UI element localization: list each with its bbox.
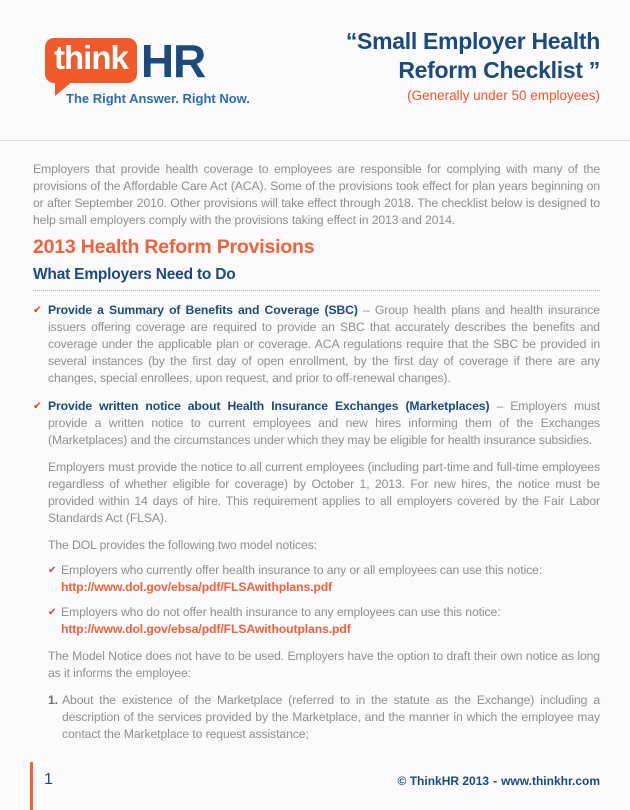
document-header: think HR The Right Answer. Right Now. “S… (0, 0, 630, 141)
footer-separator: - (493, 774, 498, 788)
bullet-text: Provide a Summary of Benefits and Covera… (48, 302, 600, 387)
speech-bubble-icon: think (45, 38, 137, 96)
document-body: Employers that provide health coverage t… (0, 161, 630, 743)
sub-bullet-text: Employers who do not offer health insura… (61, 604, 600, 638)
title-line-1: “Small Employer Health (345, 28, 600, 54)
footer-accent-bar (30, 762, 33, 810)
section-subheading: What Employers Need to Do (33, 266, 236, 283)
logo-tagline: The Right Answer. Right Now. (66, 91, 250, 106)
bullet-body: – Group health plans and health insuranc… (48, 303, 600, 385)
indented-block: Employers must provide the notice to all… (48, 459, 600, 743)
section-heading: 2013 Health Reform Provisions (33, 236, 315, 258)
bullet-lead: Provide a Summary of Benefits and Covera… (48, 303, 358, 317)
check-icon: ✔ (33, 304, 42, 316)
sub-bullet-with-plans: ✔ Employers who currently offer health i… (48, 562, 600, 596)
numbered-item-1: 1. About the existence of the Marketplac… (48, 692, 600, 743)
copyright-text: © ThinkHR 2013 (397, 774, 490, 788)
dotted-divider (33, 290, 600, 291)
sub-bullet-without-plans: ✔ Employers who do not offer health insu… (48, 604, 600, 638)
bullet-item-exchanges: ✔ Provide written notice about Health In… (33, 398, 600, 449)
dol-intro-paragraph: The DOL provides the following two model… (48, 538, 318, 552)
bullet-body: – Employers must provide a written notic… (48, 399, 600, 447)
bullet-lead: Provide written notice about Health Insu… (48, 399, 490, 413)
website-link[interactable]: www.thinkhr.com (501, 774, 600, 788)
check-icon: ✔ (48, 565, 57, 576)
title-line-2: Reform Checklist ” (398, 57, 600, 83)
document-title: “Small Employer Health Reform Checklist … (346, 27, 600, 103)
logo-hr-text: HR (140, 34, 206, 87)
bullet-item-sbc: ✔ Provide a Summary of Benefits and Cove… (33, 302, 600, 387)
check-icon: ✔ (48, 607, 57, 618)
flsa-without-plans-link[interactable]: http://www.dol.gov/ebsa/pdf/FLSAwithoutp… (61, 622, 351, 636)
sub-bullet-body: Employers who do not offer health insura… (61, 605, 501, 619)
logo-think-text: think (54, 39, 129, 76)
check-icon: ✔ (33, 400, 42, 412)
sub-bullet-body: Employers who currently offer health ins… (61, 563, 543, 577)
thinkhr-logo: think HR The Right Answer. Right Now. (45, 38, 250, 106)
sub-bullet-text: Employers who currently offer health ins… (61, 562, 600, 596)
intro-paragraph: Employers that provide health coverage t… (33, 162, 600, 227)
model-notice-paragraph: The Model Notice does not have to be use… (48, 649, 600, 680)
flsa-with-plans-link[interactable]: http://www.dol.gov/ebsa/pdf/FLSAwithplan… (61, 580, 333, 594)
footer-credits: © ThinkHR 2013- www.thinkhr.com (398, 774, 600, 788)
page-number: 1 (44, 771, 53, 788)
title-subtitle: (Generally under 50 employees) (407, 88, 600, 103)
numbered-item-text: About the existence of the Marketplace (… (62, 693, 600, 741)
item-number: 1. (48, 693, 58, 707)
notice-timing-paragraph: Employers must provide the notice to all… (48, 460, 600, 525)
bullet-text: Provide written notice about Health Insu… (48, 398, 600, 449)
